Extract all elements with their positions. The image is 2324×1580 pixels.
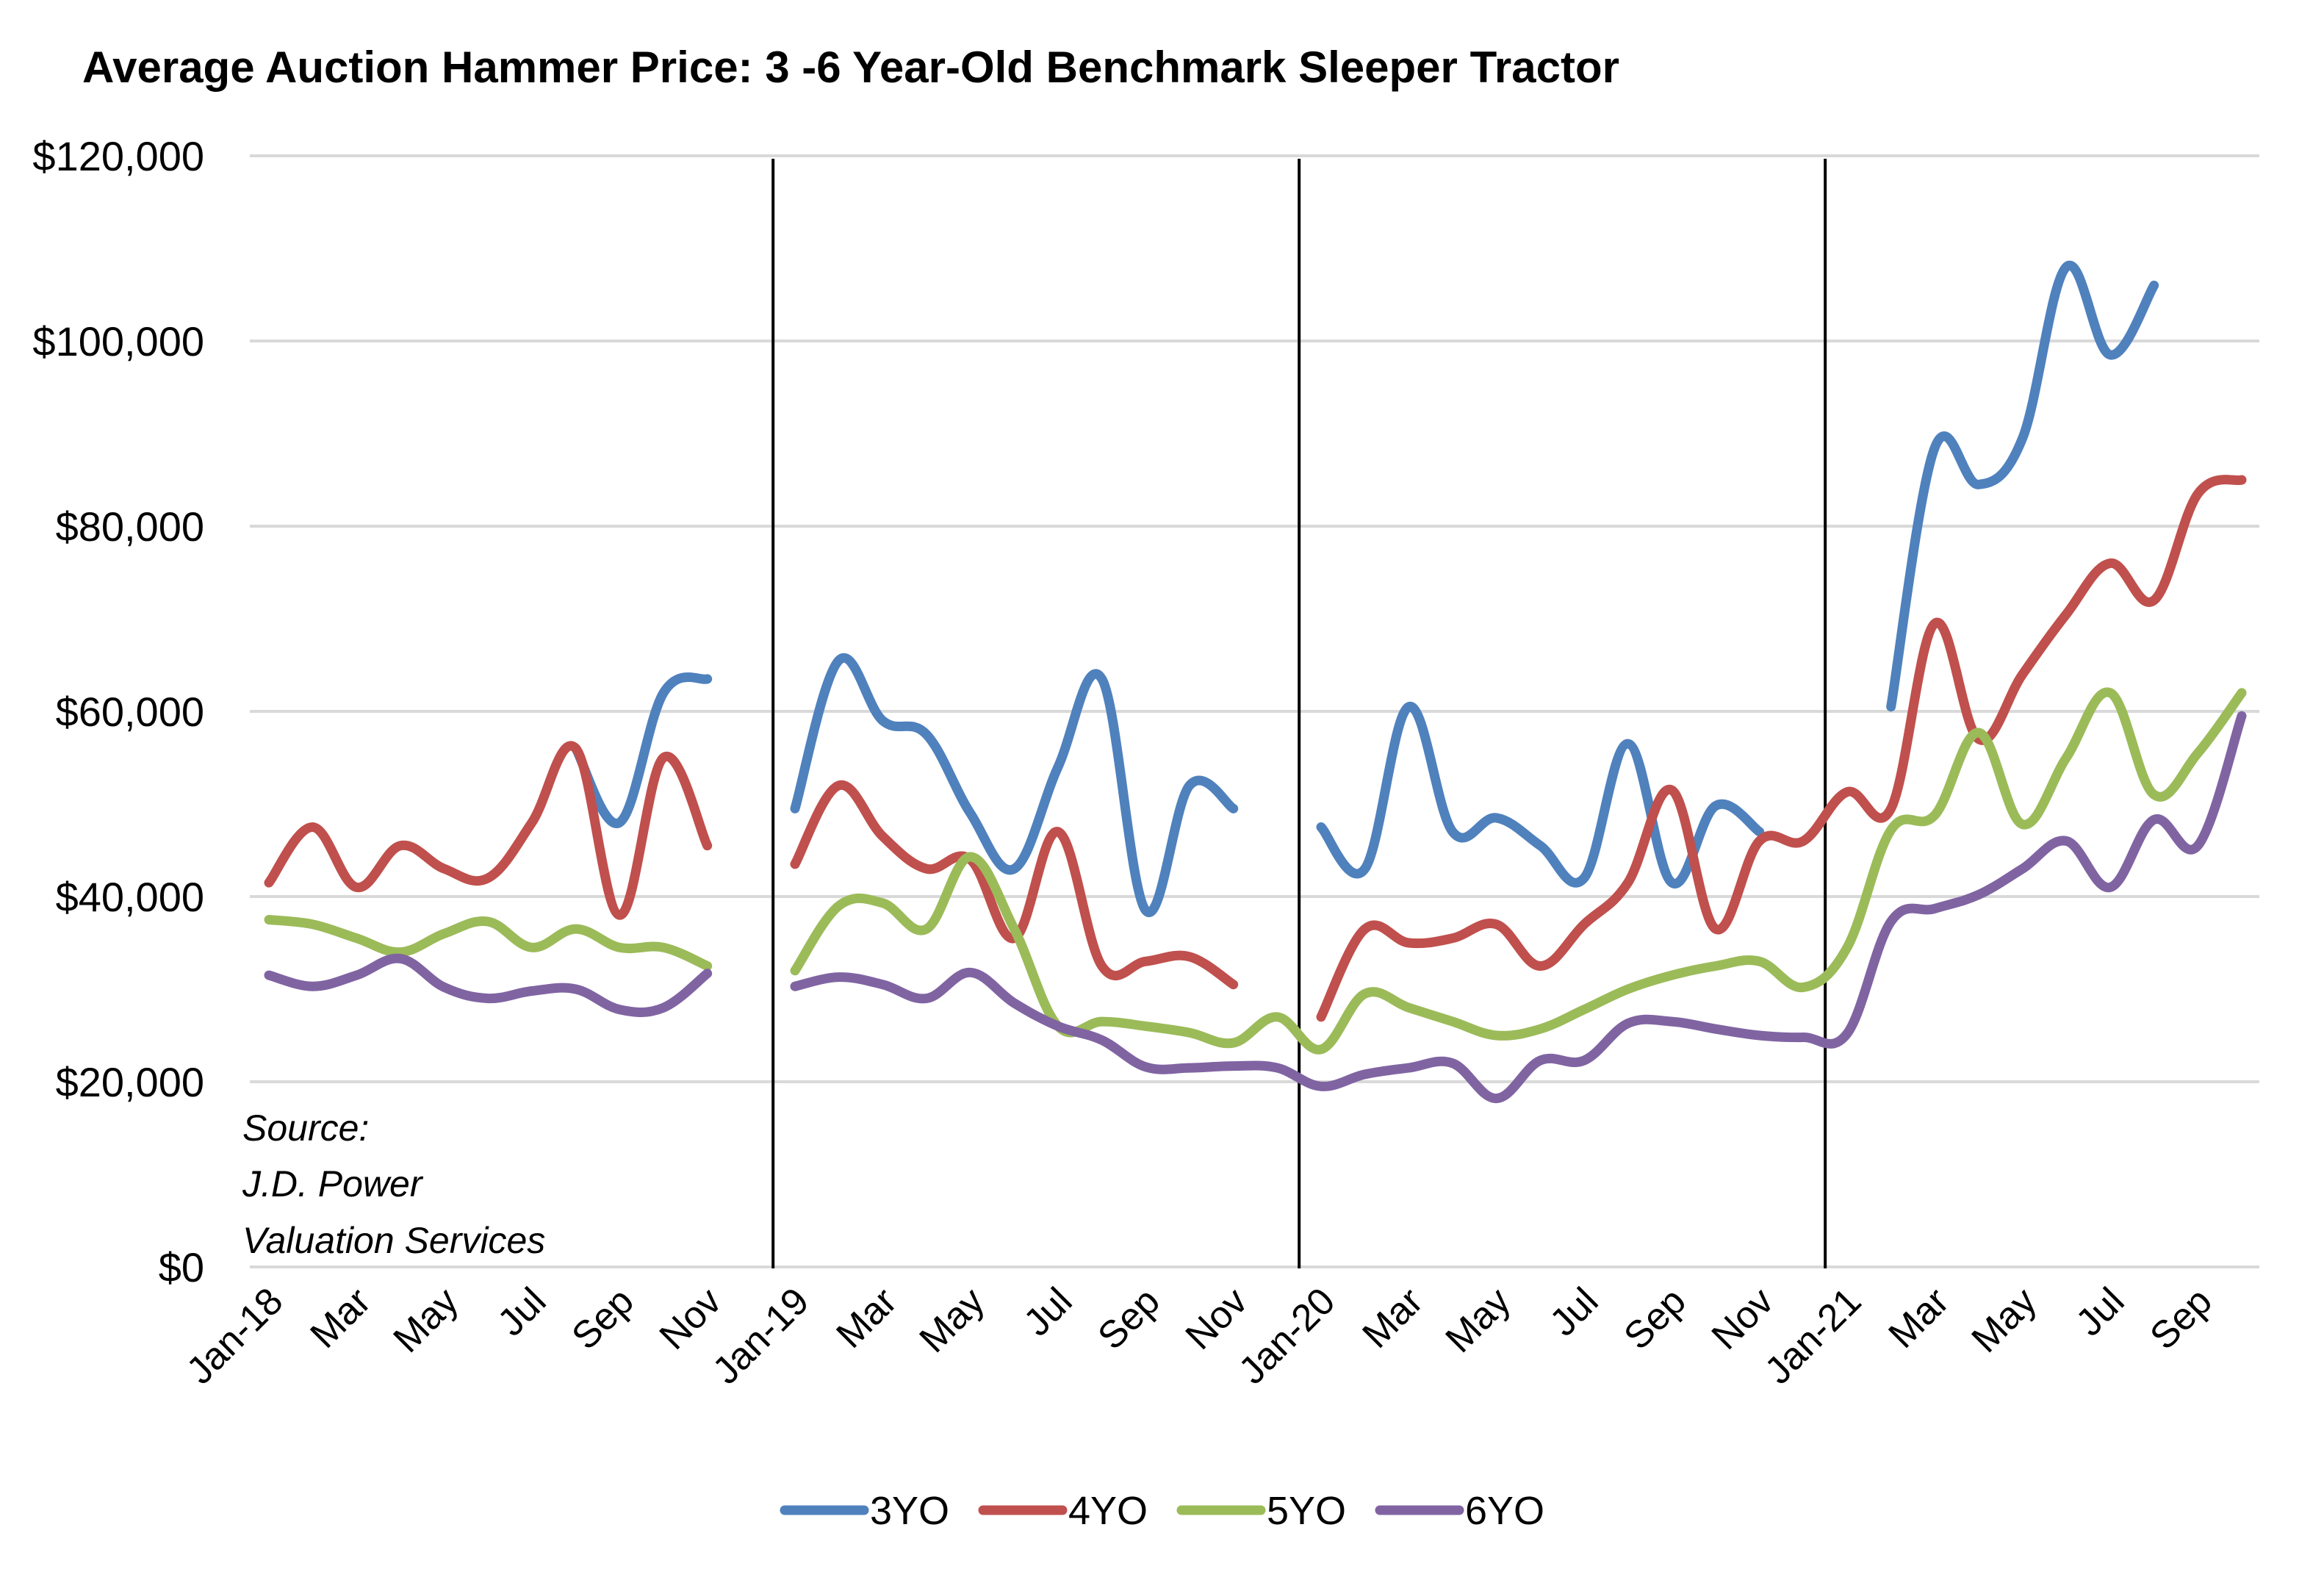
y-tick-label: $80,000 bbox=[56, 503, 204, 550]
x-tick-label: Jan-19 bbox=[705, 1279, 817, 1392]
x-tick-label: May bbox=[386, 1279, 467, 1360]
legend-label: 6YO bbox=[1465, 1489, 1544, 1533]
y-tick-label: $40,000 bbox=[56, 874, 204, 920]
legend-label: 3YO bbox=[870, 1489, 949, 1533]
x-tick-label: Jan-18 bbox=[179, 1279, 291, 1392]
series-lines bbox=[264, 260, 2247, 1104]
x-tick-label: Mar bbox=[828, 1279, 904, 1356]
x-tick-label: Jul bbox=[1541, 1279, 1606, 1344]
source-line-1: Source: bbox=[242, 1107, 369, 1149]
x-tick-label: Jan-20 bbox=[1231, 1279, 1343, 1392]
series-line-segment bbox=[1316, 702, 1765, 889]
series-line-segment bbox=[790, 780, 1239, 990]
x-tick-label: Sep bbox=[564, 1279, 641, 1357]
x-tick-label: Mar bbox=[1354, 1279, 1431, 1356]
y-tick-label: $120,000 bbox=[32, 133, 204, 179]
legend: 3YO 4YO 5YO 6YO bbox=[780, 1489, 1544, 1533]
x-tick-label: Sep bbox=[1090, 1279, 1168, 1357]
source-line-3: Valuation Services bbox=[242, 1220, 545, 1261]
series-6yo bbox=[264, 711, 2247, 1104]
y-axis-tick-labels: $0 $20,000 $40,000 $60,000 $80,000 $100,000 $1… bbox=[32, 133, 204, 1290]
series-line-segment bbox=[264, 953, 713, 1017]
series-line-segment bbox=[790, 711, 2247, 1104]
x-tick-label: Nov bbox=[652, 1279, 730, 1357]
series-line-segment bbox=[790, 687, 2247, 1055]
x-tick-label: Jan-21 bbox=[1757, 1279, 1869, 1392]
series-line-segment bbox=[264, 915, 713, 971]
y-tick-label: $60,000 bbox=[56, 689, 204, 735]
y-tick-label: $100,000 bbox=[32, 318, 204, 365]
x-tick-label: Mar bbox=[302, 1279, 378, 1356]
x-tick-label: Jul bbox=[1015, 1279, 1080, 1344]
x-tick-label: Nov bbox=[1704, 1279, 1782, 1357]
x-tick-label: May bbox=[1438, 1279, 1519, 1360]
series-5yo bbox=[264, 687, 2247, 1055]
series-line-segment bbox=[264, 741, 713, 920]
x-tick-label: Jul bbox=[489, 1279, 554, 1344]
x-tick-label: Sep bbox=[2142, 1279, 2220, 1357]
x-tick-label: May bbox=[1964, 1279, 2045, 1360]
gridlines bbox=[250, 154, 2259, 1268]
x-tick-label: Mar bbox=[1880, 1279, 1957, 1356]
source-annotation: Source: J.D. Power Valuation Services bbox=[242, 1107, 545, 1261]
y-tick-label: $20,000 bbox=[56, 1059, 204, 1105]
y-tick-label: $0 bbox=[159, 1244, 204, 1290]
x-tick-label: Sep bbox=[1616, 1279, 1694, 1357]
legend-label: 5YO bbox=[1267, 1489, 1346, 1533]
x-tick-label: Jul bbox=[2068, 1279, 2132, 1344]
legend-label: 4YO bbox=[1068, 1489, 1148, 1533]
x-tick-label: Nov bbox=[1178, 1279, 1256, 1357]
series-line-segment bbox=[790, 653, 1239, 918]
x-tick-label: May bbox=[912, 1279, 993, 1360]
series-line-segment bbox=[1886, 260, 2159, 712]
series-line-segment bbox=[1316, 475, 2247, 1022]
year-separators bbox=[771, 159, 1827, 1268]
source-line-2: J.D. Power bbox=[242, 1163, 424, 1204]
chart-title: Average Auction Hammer Price: 3 -6 Year-… bbox=[82, 43, 1619, 92]
